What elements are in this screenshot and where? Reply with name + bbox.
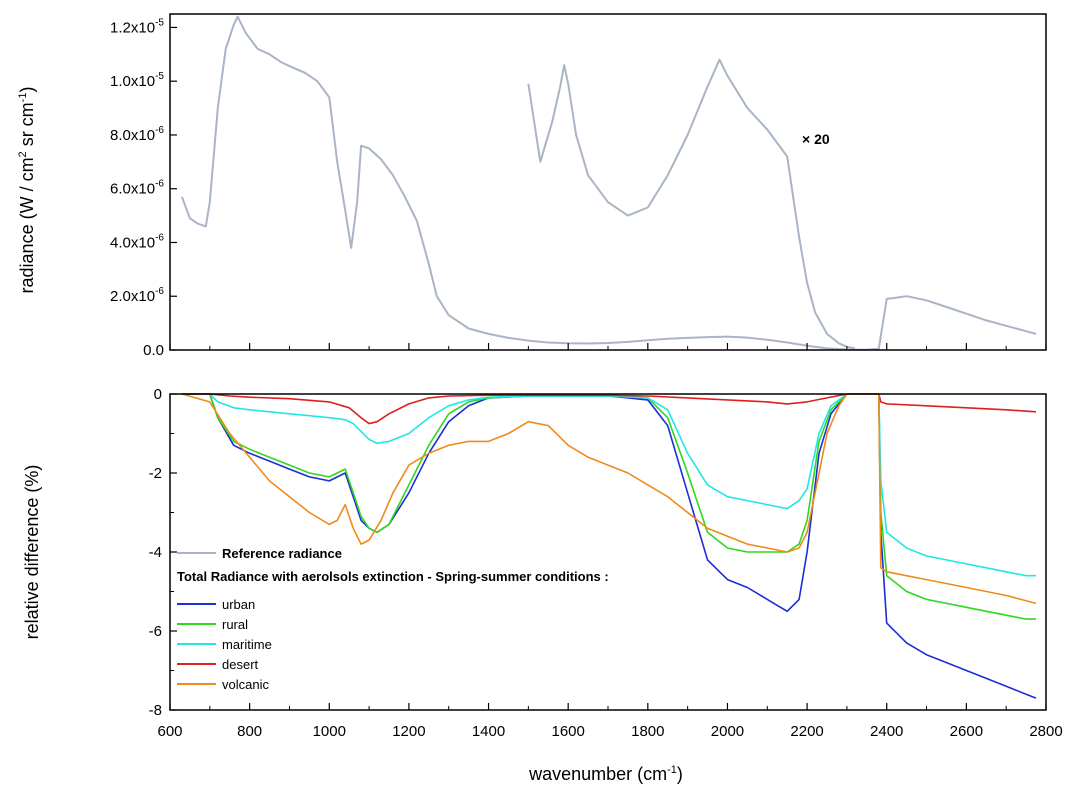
x-axis-title: wavenumber (cm-1) [528, 764, 683, 784]
legend-entries: urban rural maritime desert volcanic [177, 597, 272, 692]
bottom-x-ticks: 600 800 1000 1200 1400 1600 1800 2000 2200 2400 26… [157, 703, 1063, 740]
top-y-axis-title: radiance (W / cm2 sr cm-1) [17, 87, 37, 294]
reference-radiance-line [180, 15, 1037, 351]
bottom-y-tick-label: -4 [149, 544, 162, 561]
top-y-tick-label: 8.0x10-6 [110, 125, 164, 144]
legend-header: Total Radiance with aerolsols extinction… [177, 569, 609, 584]
x-tick-label: 1800 [631, 723, 664, 740]
legend-reference-label: Reference radiance [222, 546, 342, 561]
scale-annotation: × 20 [802, 131, 830, 147]
legend-label-urban: urban [222, 597, 255, 612]
reference-radiance-line [527, 58, 856, 350]
x-tick-label: 1000 [313, 723, 346, 740]
relative-difference-panel: 0 -2 -4 -6 -8 600 800 1000 1200 1400 1600 1800 2000… [22, 386, 1063, 784]
top-plot-frame [169, 13, 1047, 351]
reference-radiance-series [180, 15, 1037, 351]
series-rural [181, 393, 1036, 620]
bottom-y-axis-title: relative difference (%) [22, 465, 42, 640]
top-y-tick-label: 6.0x10-6 [110, 179, 164, 198]
top-y-tick-label: 4.0x10-6 [110, 232, 164, 251]
top-y-tick-label: 1.0x10-5 [110, 71, 164, 90]
top-panel-frame [169, 13, 1047, 351]
aerosol-series-group [181, 393, 1037, 699]
bottom-y-tick-label: -8 [149, 702, 162, 719]
series-desert [181, 393, 1037, 425]
bottom-y-ticks: 0 -2 -4 -6 -8 [149, 386, 177, 719]
series-urban [181, 393, 1037, 699]
top-y-tick-label: 1.2x10-5 [110, 17, 164, 36]
legend-label-desert: desert [222, 657, 259, 672]
legend-label-volcanic: volcanic [222, 677, 269, 692]
x-tick-label: 2400 [870, 723, 903, 740]
x-tick-label: 2000 [711, 723, 744, 740]
x-tick-label: 800 [237, 723, 262, 740]
bottom-y-tick-label: -2 [149, 465, 162, 482]
top-y-tick-label: 2.0x10-6 [110, 286, 164, 305]
top-y-ticks: 0.0 2.0x10-6 4.0x10-6 6.0x10-6 8.0x10-6 1.0x1… [110, 17, 177, 359]
legend: Reference radiance Total Radiance with a… [177, 546, 609, 692]
x-tick-label: 1200 [392, 723, 425, 740]
legend-label-rural: rural [222, 617, 248, 632]
top-x-ticks [169, 343, 1047, 350]
x-tick-label: 2200 [790, 723, 823, 740]
bottom-y-tick-label: 0 [154, 386, 162, 403]
x-tick-label: 2800 [1029, 723, 1062, 740]
x-tick-label: 1400 [472, 723, 505, 740]
x-tick-label: 2600 [950, 723, 983, 740]
series-volcanic [181, 393, 1037, 605]
x-tick-label: 1600 [551, 723, 584, 740]
series-maritime [181, 393, 1036, 577]
bottom-y-tick-label: -6 [149, 623, 162, 640]
legend-label-maritime: maritime [222, 637, 272, 652]
top-y-tick-label: 0.0 [143, 342, 164, 359]
radiance-panel: 0.0 2.0x10-6 4.0x10-6 6.0x10-6 8.0x10-6 1.0x1… [17, 13, 1047, 359]
x-tick-label: 600 [157, 723, 182, 740]
